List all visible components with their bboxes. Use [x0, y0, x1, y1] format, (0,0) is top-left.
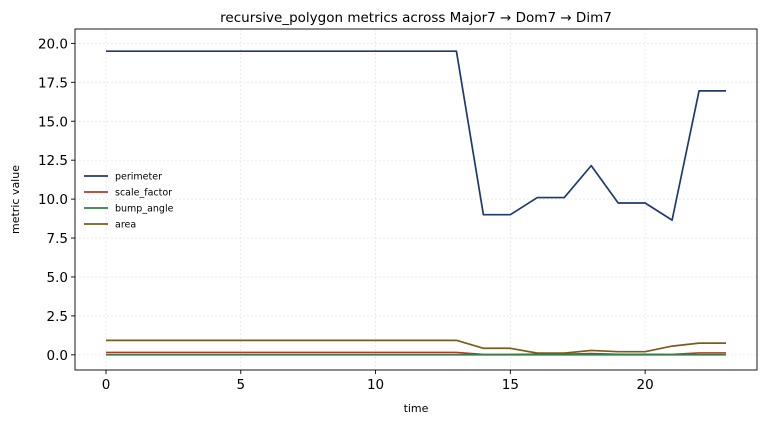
- y-tick-label: 7.5: [47, 231, 68, 247]
- x-tick-label: 0: [102, 377, 111, 393]
- y-tick-label: 15.0: [38, 114, 68, 130]
- ticks: 0 5 10 15 20 0.0 2.5 5.0 7.5 10.0 12.5 15.0 17.5 20.0: [38, 36, 654, 393]
- y-tick-label: 5.0: [47, 270, 68, 286]
- legend-label-scale-factor: scale_factor: [115, 188, 172, 199]
- series-layer: [106, 50, 726, 356]
- x-tick-label: 5: [236, 377, 245, 393]
- y-tick-label: 2.5: [47, 309, 68, 325]
- x-axis-label: time: [404, 402, 429, 415]
- x-tick-label: 20: [637, 377, 654, 393]
- y-axis-label: metric value: [9, 165, 22, 234]
- y-tick-label: 20.0: [38, 36, 68, 52]
- chart-title: recursive_polygon metrics across Major7 …: [220, 10, 612, 26]
- series-line-perimeter: [106, 50, 726, 221]
- y-tick-label: 17.5: [38, 75, 68, 91]
- series-line-area: [106, 339, 726, 354]
- x-tick-label: 10: [367, 377, 384, 393]
- y-tick-label: 0.0: [47, 348, 68, 364]
- legend-label-bump-angle: bump_angle: [115, 204, 174, 215]
- y-tick-label: 12.5: [38, 153, 68, 169]
- legend-label-perimeter: perimeter: [115, 172, 162, 183]
- y-tick-label: 10.0: [38, 192, 68, 208]
- grid: [75, 29, 757, 370]
- legend-label-area: area: [115, 220, 136, 231]
- x-tick-label: 15: [502, 377, 519, 393]
